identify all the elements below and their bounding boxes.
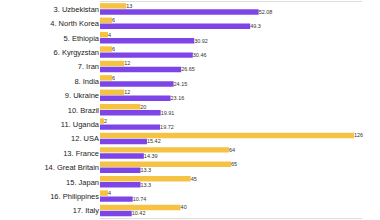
svg-text:19.91: 19.91 xyxy=(161,110,175,116)
svg-text:40: 40 xyxy=(181,204,187,210)
svg-text:6: 6 xyxy=(112,46,115,52)
svg-text:16. Philippines: 16. Philippines xyxy=(50,192,99,201)
svg-text:52.08: 52.08 xyxy=(259,9,273,15)
svg-text:14. Great Britain: 14. Great Britain xyxy=(44,163,99,172)
svg-text:10.42: 10.42 xyxy=(132,210,146,216)
svg-text:4: 4 xyxy=(108,190,111,196)
svg-text:12: 12 xyxy=(124,89,130,95)
svg-text:20: 20 xyxy=(140,104,146,110)
svg-text:23.16: 23.16 xyxy=(171,95,185,101)
svg-text:6: 6 xyxy=(112,17,115,23)
svg-text:10. Brazil: 10. Brazil xyxy=(68,106,100,115)
svg-text:13.3: 13.3 xyxy=(141,167,152,173)
svg-text:2: 2 xyxy=(104,118,107,124)
svg-text:30.46: 30.46 xyxy=(193,52,207,58)
svg-text:11. Uganda: 11. Uganda xyxy=(61,120,100,129)
svg-text:14.39: 14.39 xyxy=(144,153,158,159)
svg-text:126: 126 xyxy=(354,132,363,138)
svg-text:24.15: 24.15 xyxy=(174,81,188,87)
svg-text:65: 65 xyxy=(231,161,237,167)
svg-text:13: 13 xyxy=(126,3,132,9)
svg-text:19.72: 19.72 xyxy=(160,124,174,130)
svg-text:17. Italy: 17. Italy xyxy=(73,206,100,215)
svg-text:64: 64 xyxy=(229,147,235,153)
svg-text:3. Uzbekistan: 3. Uzbekistan xyxy=(54,5,99,14)
svg-text:15.42: 15.42 xyxy=(147,138,161,144)
svg-text:26.65: 26.65 xyxy=(181,66,195,72)
svg-text:5. Ethiopia: 5. Ethiopia xyxy=(64,34,100,43)
svg-text:6: 6 xyxy=(112,75,115,81)
svg-text:12. USA: 12. USA xyxy=(71,134,99,143)
svg-text:10.74: 10.74 xyxy=(133,196,147,202)
svg-text:4: 4 xyxy=(108,32,111,38)
svg-text:13. France: 13. France xyxy=(63,149,99,158)
svg-text:9. Ukraine: 9. Ukraine xyxy=(65,91,99,100)
svg-text:8. India: 8. India xyxy=(74,77,99,86)
svg-text:13.3: 13.3 xyxy=(141,182,152,188)
svg-text:45: 45 xyxy=(191,176,197,182)
svg-text:7. Iran: 7. Iran xyxy=(78,62,99,71)
svg-text:30.92: 30.92 xyxy=(194,38,208,44)
svg-text:6. Kyrgyzstan: 6. Kyrgyzstan xyxy=(54,48,99,57)
svg-text:15. Japan: 15. Japan xyxy=(66,178,99,187)
svg-text:49.3: 49.3 xyxy=(250,23,261,29)
svg-text:4. North Korea: 4. North Korea xyxy=(50,19,100,28)
svg-text:12: 12 xyxy=(124,60,130,66)
